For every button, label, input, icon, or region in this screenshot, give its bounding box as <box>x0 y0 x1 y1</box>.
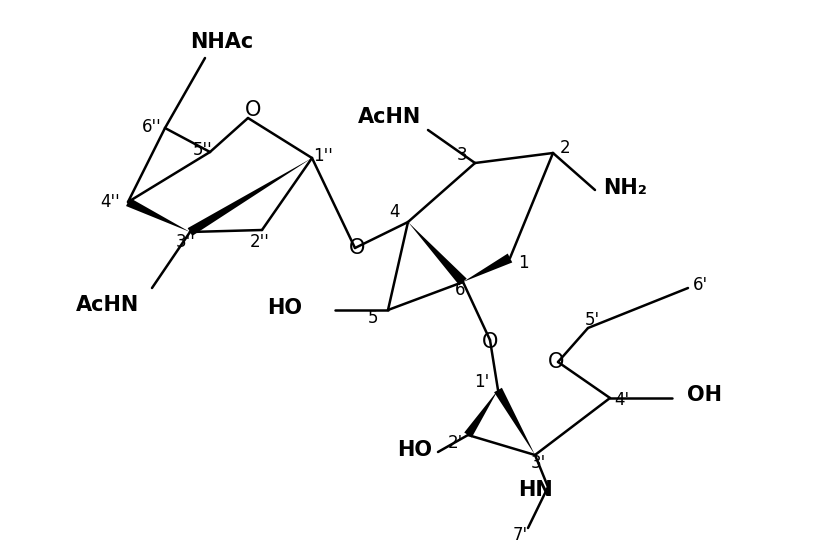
Text: 2: 2 <box>560 139 571 157</box>
Text: O: O <box>349 238 365 258</box>
Polygon shape <box>463 254 512 282</box>
Text: 4': 4' <box>615 391 630 409</box>
Text: O: O <box>548 352 564 372</box>
Text: 3': 3' <box>531 454 546 472</box>
Text: 2': 2' <box>447 434 462 452</box>
Text: 6: 6 <box>455 281 466 299</box>
Text: HN: HN <box>519 480 553 500</box>
Text: 4: 4 <box>390 203 400 221</box>
Text: 3'': 3'' <box>176 233 196 251</box>
Text: 6'': 6'' <box>142 118 162 136</box>
Polygon shape <box>187 158 312 236</box>
Text: O: O <box>481 332 498 352</box>
Text: 1: 1 <box>517 254 528 272</box>
Text: NH₂: NH₂ <box>603 178 647 198</box>
Text: 2'': 2'' <box>250 233 270 251</box>
Text: 5: 5 <box>367 309 378 327</box>
Polygon shape <box>408 222 466 286</box>
Text: 4'': 4'' <box>100 193 120 211</box>
Text: O: O <box>245 100 262 120</box>
Text: 1'': 1'' <box>313 147 333 165</box>
Text: HO: HO <box>397 440 432 460</box>
Text: 5'': 5'' <box>193 141 213 159</box>
Text: AcHN: AcHN <box>77 295 140 315</box>
Polygon shape <box>126 198 190 232</box>
Text: 7': 7' <box>512 526 527 544</box>
Text: 1': 1' <box>474 373 490 391</box>
Text: HO: HO <box>267 298 302 318</box>
Text: OH: OH <box>687 385 722 405</box>
Text: AcHN: AcHN <box>358 107 421 127</box>
Polygon shape <box>464 390 498 438</box>
Text: 5': 5' <box>585 311 600 329</box>
Text: NHAc: NHAc <box>191 32 253 52</box>
Text: 6': 6' <box>692 276 707 294</box>
Text: 3: 3 <box>456 146 467 164</box>
Polygon shape <box>494 388 535 455</box>
